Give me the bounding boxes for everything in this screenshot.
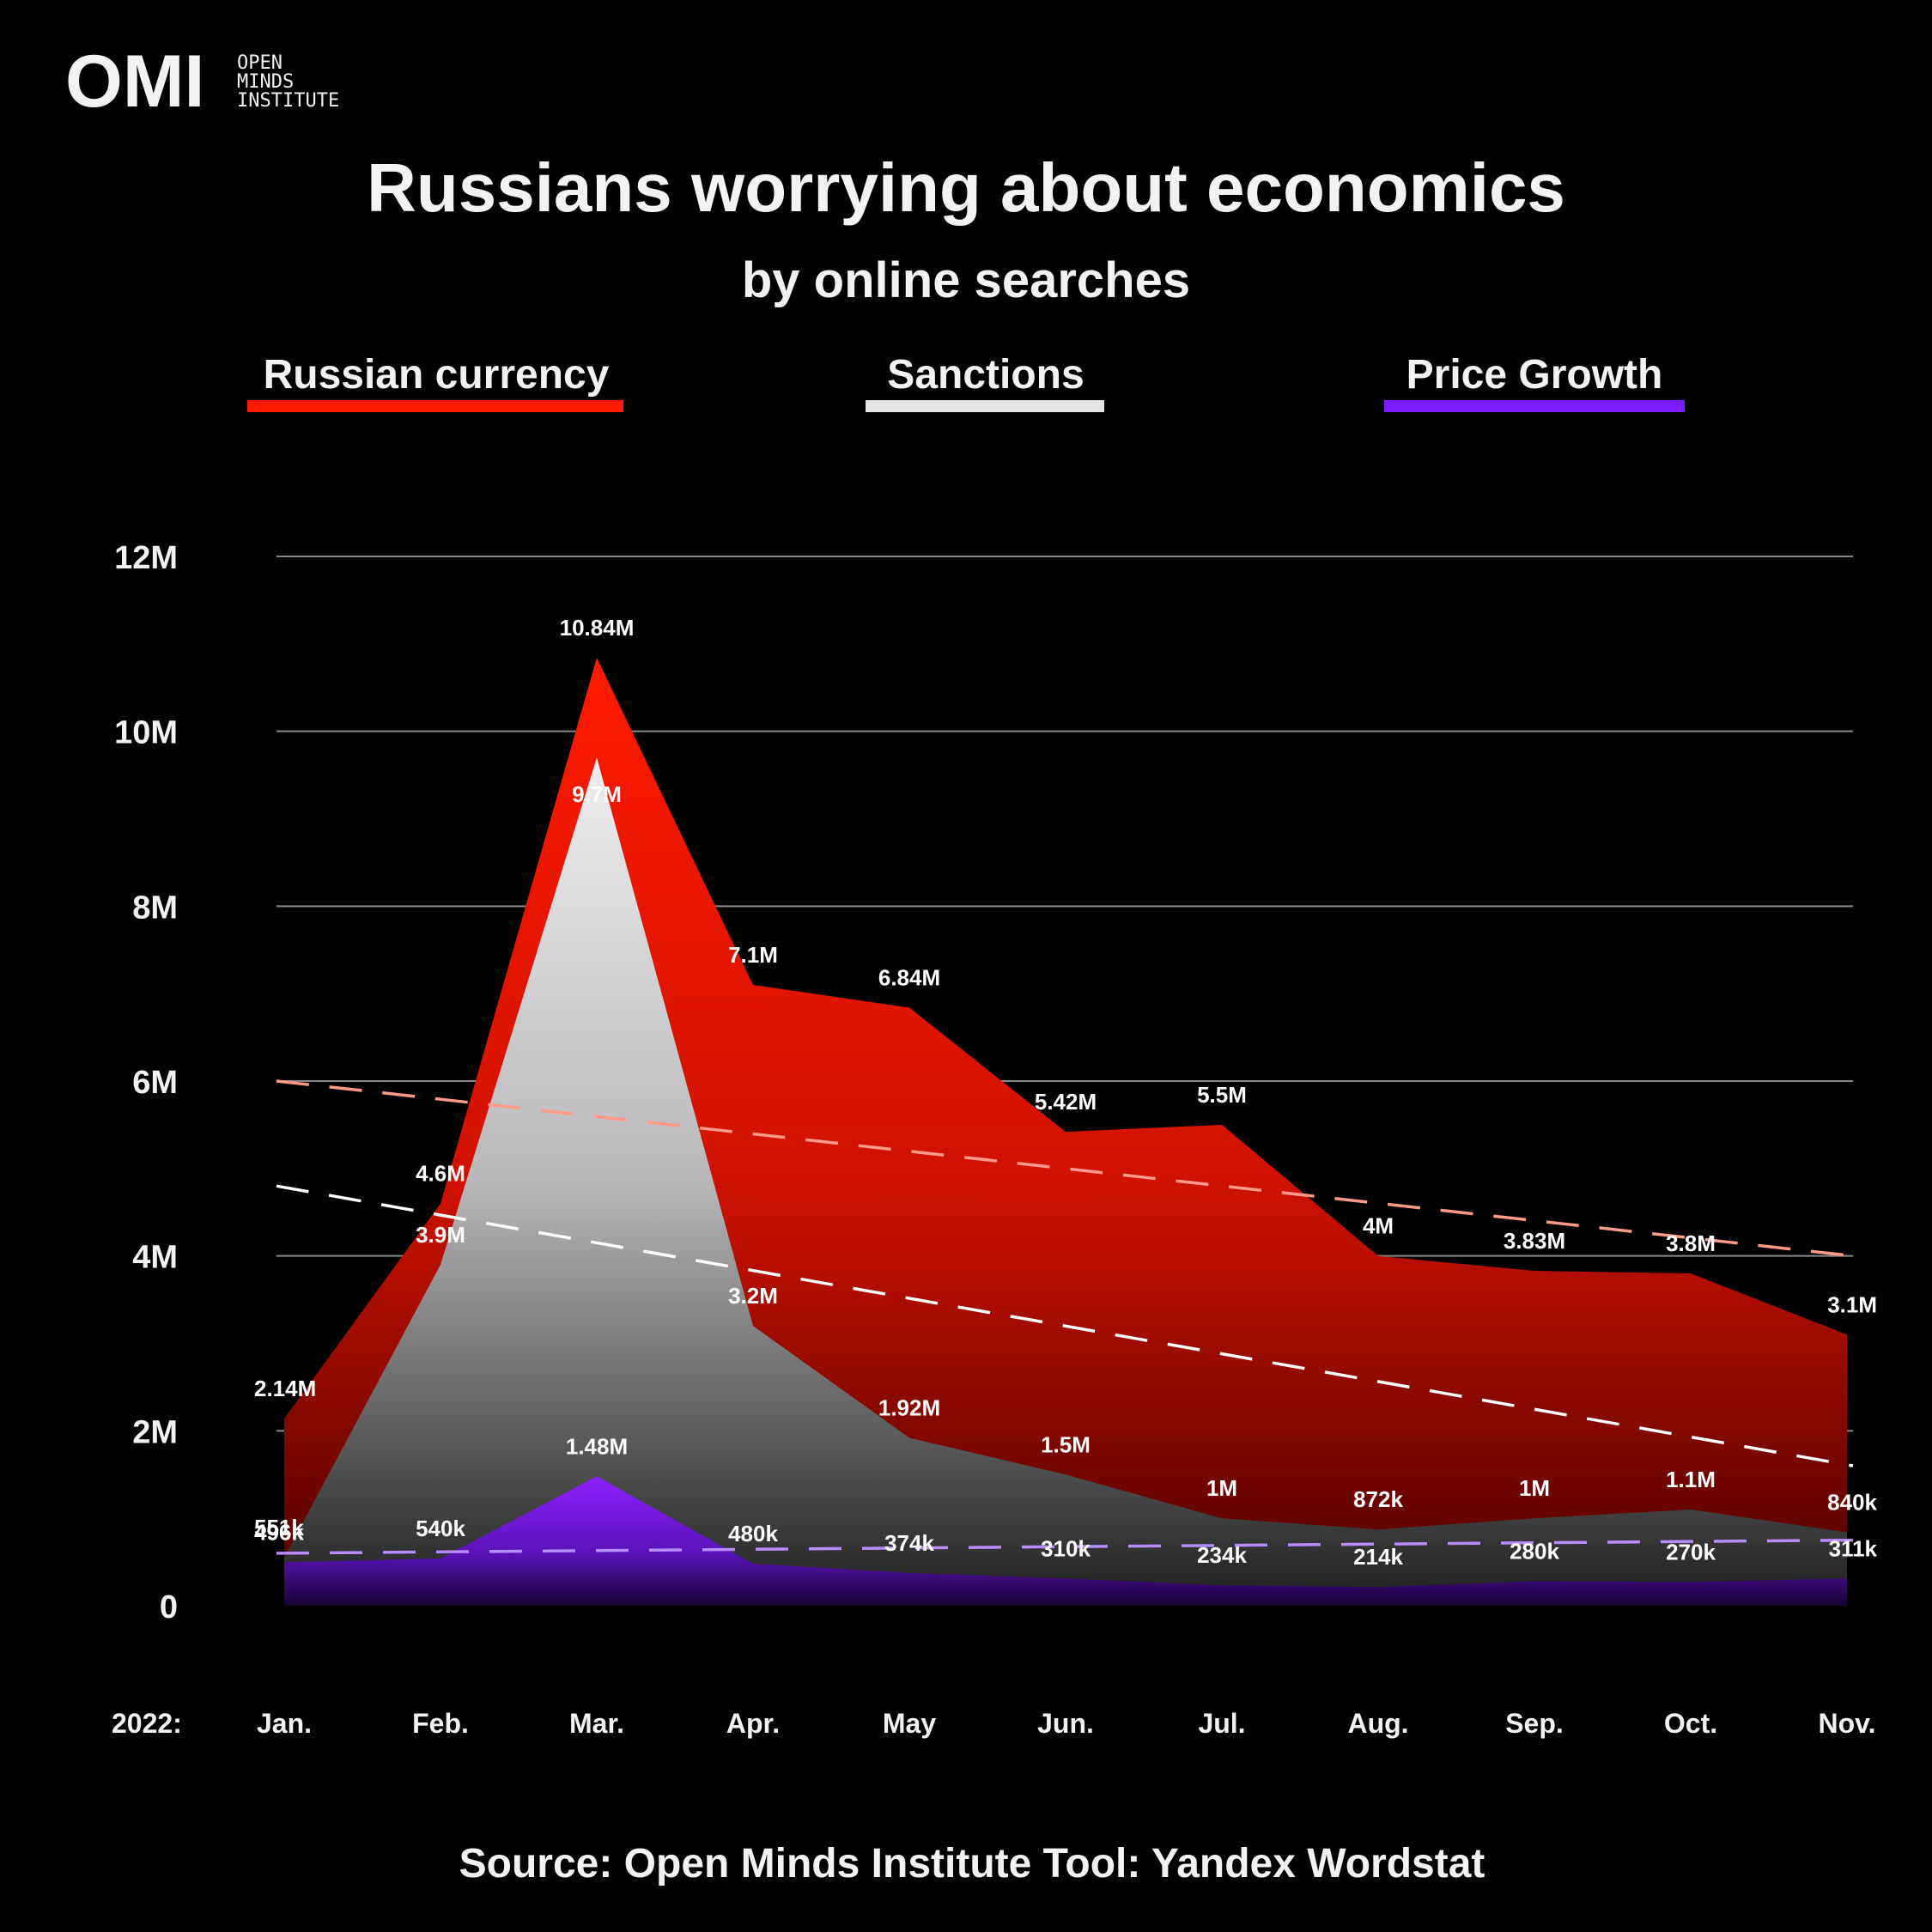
data-label-price: 214k (1353, 1544, 1403, 1570)
legend-swatch-currency (247, 400, 623, 412)
data-label-price: 311k (1829, 1535, 1878, 1561)
x-axis-ticks: 2022: Jan. Feb. Mar. Apr. May Jun. Jul. Aug. Sep… (112, 1708, 1875, 1739)
trend-lines (276, 1079, 1854, 1555)
brand-logo: OMI OPEN MINDS INSTITUTE (65, 40, 339, 123)
trend-line-sanctions (276, 1184, 1854, 1467)
data-label-price: 480k (728, 1521, 778, 1546)
data-label-currency: 3.83M (1504, 1228, 1565, 1254)
data-labels: 2.14M 4.6M 10.84M 7.1M 6.84M 5.42M 5.5M 4M 3.83M… (254, 615, 1878, 1570)
y-tick-label: 6M (132, 1065, 178, 1101)
data-label-currency: 3.8M (1666, 1230, 1716, 1256)
data-label-sanctions: 3.9M (416, 1222, 465, 1248)
x-tick-label: Oct. (1664, 1708, 1717, 1739)
x-tick-label: Mar. (569, 1708, 624, 1739)
data-label-currency: 7.1M (728, 942, 778, 968)
y-axis-ticks: 0 2M 4M 6M 8M 10M 12M (114, 540, 178, 1625)
brand-name-line-3: INSTITUTE (237, 90, 339, 112)
data-label-currency: 2.14M (254, 1376, 316, 1401)
data-label-currency: 3.1M (1827, 1291, 1877, 1317)
chart-title: Russians worrying about economics (367, 149, 1565, 226)
brand-name-line-1: OPEN (237, 52, 283, 74)
area-sanctions (284, 757, 1847, 1606)
data-label-sanctions: 1M (1519, 1475, 1550, 1501)
data-label-currency: 4M (1363, 1213, 1394, 1239)
legend-swatch-sanctions (866, 400, 1104, 412)
data-label-price: 540k (416, 1516, 465, 1541)
source-note: Source: Open Minds Institute Tool: Yande… (459, 1841, 1485, 1886)
y-tick-label: 12M (114, 540, 178, 576)
brand-name-line-2: MINDS (237, 71, 294, 93)
x-tick-label: Feb. (412, 1708, 469, 1739)
data-label-price: 496k (254, 1519, 304, 1545)
legend-label-sanctions: Sanctions (887, 352, 1084, 398)
x-tick-label: Jun. (1037, 1708, 1094, 1739)
data-label-sanctions: 9.7M (572, 781, 622, 807)
data-label-price: 374k (884, 1530, 934, 1556)
data-label-price: 234k (1197, 1542, 1247, 1568)
x-tick-label: Nov. (1819, 1708, 1876, 1739)
data-label-sanctions: 3.2M (728, 1283, 778, 1309)
y-tick-label: 4M (132, 1240, 178, 1276)
data-label-sanctions: 1M (1206, 1475, 1237, 1501)
data-label-currency: 10.84M (560, 615, 635, 641)
area-series (284, 658, 1847, 1606)
year-label: 2022: (112, 1708, 182, 1739)
data-label-sanctions: 1.5M (1041, 1431, 1091, 1457)
data-label-price: 310k (1041, 1535, 1091, 1561)
legend-swatch-price (1384, 400, 1685, 412)
legend-item-price: Price Growth (1384, 352, 1685, 412)
data-label-sanctions: 551k (254, 1515, 304, 1540)
data-label-sanctions: 1.92M (878, 1394, 940, 1420)
y-tick-label: 0 (160, 1589, 178, 1625)
x-tick-label: May (883, 1708, 936, 1739)
data-label-price: 280k (1510, 1538, 1559, 1564)
legend-label-currency: Russian currency (264, 352, 610, 398)
legend: Russian currency Sanctions Price Growth (247, 352, 1685, 412)
data-label-currency: 5.42M (1035, 1089, 1097, 1115)
x-tick-label: Aug. (1347, 1708, 1408, 1739)
data-label-sanctions: 1.1M (1666, 1467, 1716, 1492)
data-label-currency: 6.84M (878, 964, 940, 990)
y-tick-label: 8M (132, 890, 178, 926)
y-tick-label: 2M (132, 1414, 178, 1450)
x-tick-label: Sep. (1505, 1708, 1564, 1739)
area-price (284, 1476, 1847, 1606)
data-label-currency: 4.6M (416, 1161, 465, 1187)
data-label-price: 270k (1666, 1540, 1716, 1565)
data-label-sanctions: 840k (1827, 1489, 1877, 1515)
y-tick-label: 10M (114, 715, 178, 751)
data-label-sanctions: 872k (1353, 1486, 1403, 1512)
brand-logo-text: OMI (65, 40, 204, 123)
legend-item-sanctions: Sanctions (866, 352, 1104, 412)
chart-subtitle: by online searches (742, 252, 1190, 308)
legend-item-currency: Russian currency (247, 352, 623, 412)
x-tick-label: Apr. (726, 1708, 780, 1739)
x-tick-label: Jul. (1198, 1708, 1245, 1739)
data-label-price: 1.48M (566, 1433, 628, 1459)
data-label-currency: 5.5M (1197, 1082, 1247, 1108)
legend-label-price: Price Growth (1406, 352, 1663, 398)
x-tick-label: Jan. (257, 1708, 312, 1739)
